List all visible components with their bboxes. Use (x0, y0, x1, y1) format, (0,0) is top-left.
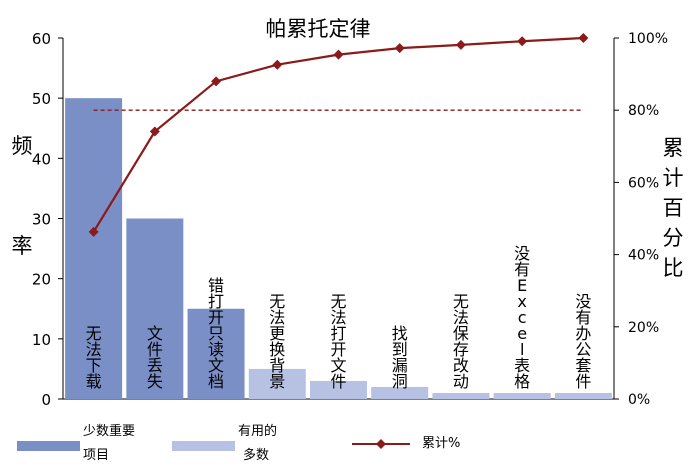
bar (126, 218, 184, 399)
chart-title: 帕累托定律 (266, 17, 371, 41)
legend-label: 项目 (83, 448, 109, 463)
y-left-tick-label: 10 (32, 331, 51, 349)
legend-label: 有用的 (238, 423, 277, 439)
category-label: 错打开只读文档 (208, 276, 224, 391)
category-label: 无法打开文件 (330, 292, 346, 391)
bar (187, 308, 245, 399)
legend-marker (376, 439, 386, 449)
y-right-tick-label: 60% (628, 175, 659, 191)
cumulative-point (394, 43, 405, 54)
y-right-tick-label: 40% (628, 248, 659, 264)
category-label: 没有办公套件 (575, 292, 591, 391)
y-right-title-char: 百 (663, 196, 684, 220)
category-label: 找到漏洞 (392, 324, 408, 391)
legend-label: 多数 (243, 447, 269, 463)
y-left-tick-label: 50 (32, 90, 51, 108)
y-right-title-char: 计 (663, 166, 684, 190)
y-axis-left-title: 频率 (12, 134, 33, 258)
legend-label: 累计% (422, 436, 460, 451)
category-label: 无法下载 (86, 324, 102, 391)
y-right-title-char: 比 (663, 256, 684, 280)
cumulative-point (455, 39, 466, 50)
y-left-tick-label: 40 (32, 150, 51, 168)
legend-swatch (17, 441, 80, 451)
y-left-tick-label: 60 (32, 30, 51, 48)
bar (371, 386, 429, 399)
cumulative-line (92, 36, 584, 233)
bar (310, 380, 367, 399)
category-label: 无法保存改动 (453, 292, 469, 391)
legend-label: 少数重要 (83, 423, 135, 439)
cumulative-point (578, 33, 589, 43)
bar (554, 392, 612, 399)
y-right-tick-label: 20% (628, 320, 659, 336)
legend-swatch (172, 441, 235, 451)
y-left-tick-label: 0 (41, 391, 51, 409)
y-left-title-char: 频 (12, 134, 33, 158)
bar (493, 392, 551, 399)
y-right-tick-label: 100% (628, 31, 668, 47)
category-label: 无法更换背景 (269, 292, 285, 391)
cumulative-point (272, 59, 283, 70)
y-left-tick-label: 20 (32, 271, 51, 289)
cumulative-point (149, 126, 160, 137)
y-right-tick-label: 80% (628, 103, 659, 119)
bar (65, 98, 123, 400)
y-right-title-char: 累 (663, 136, 684, 160)
cumulative-point (517, 36, 528, 47)
bar (248, 368, 306, 399)
cumulative-point (88, 226, 99, 237)
y-right-title-char: 分 (663, 226, 684, 250)
bar (432, 392, 490, 399)
cumulative-point (333, 49, 344, 60)
y-left-title-char: 率 (12, 234, 33, 258)
y-right-tick-label: 0% (628, 392, 650, 408)
category-label: 文件丢失 (147, 324, 163, 391)
plot-area: 0 10 20 30 40 50 60 0% 20% 40% 60% 80% 100% 无法下载 文件丢失 错… (32, 30, 668, 409)
cumulative-point (211, 76, 222, 87)
y-left-tick-label: 30 (32, 211, 51, 229)
